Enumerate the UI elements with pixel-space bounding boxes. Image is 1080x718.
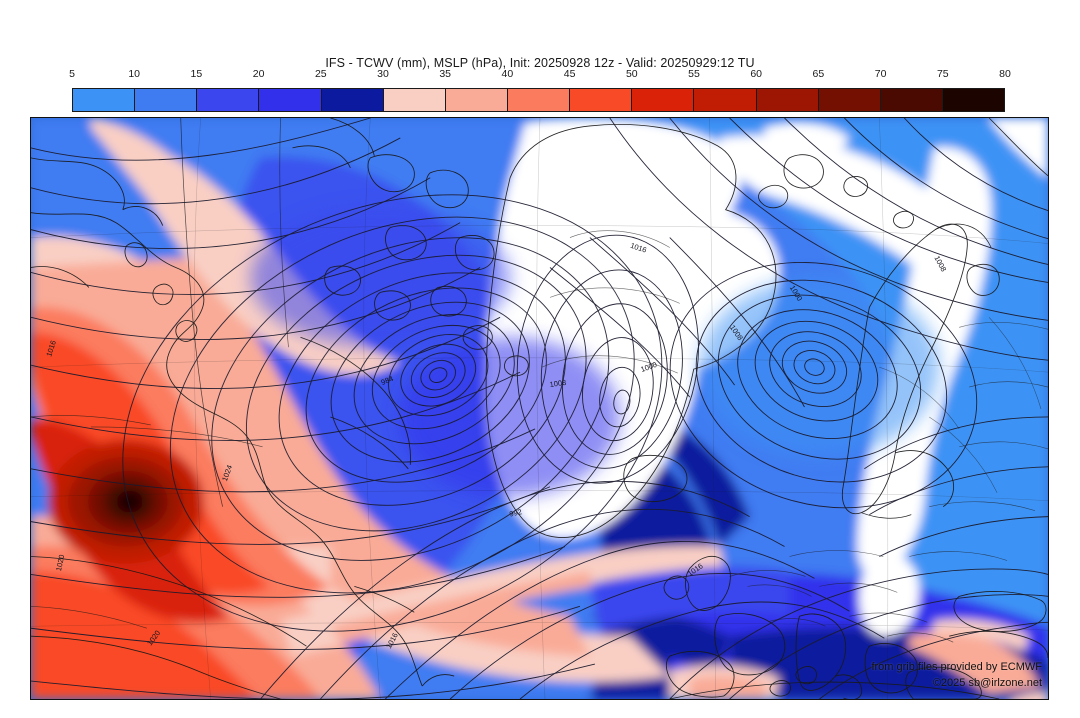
colorbar-tick-40: 40 <box>501 68 514 80</box>
colorbar-container: 5 10 15 20 25 30 35 40 45 50 55 60 65 70 75 80 <box>69 68 1011 112</box>
colorbar-tick-5: 5 <box>69 68 75 80</box>
colorbar-swatch-65 <box>818 89 881 111</box>
svg-text:992: 992 <box>509 507 523 518</box>
colorbar-swatch-40 <box>507 89 571 111</box>
svg-text:1008: 1008 <box>549 378 567 389</box>
map-canvas: 984 1024 1016 1008 1008 1000 1000 1008 1… <box>31 118 1048 699</box>
colorbar-tick-15: 15 <box>190 68 203 80</box>
colorbar-tick-55: 55 <box>688 68 700 80</box>
attribution-copyright: ©2025 sb@irlzone.net <box>932 677 1042 689</box>
colorbar-tick-45: 45 <box>563 68 576 80</box>
colorbar-tick-70: 70 <box>874 68 887 80</box>
colorbar-tick-30: 30 <box>377 68 389 80</box>
barents-low-isobars <box>669 261 978 509</box>
colorbar-tick-50: 50 <box>625 68 638 80</box>
colorbar-swatch-25 <box>321 89 384 111</box>
colorbar-swatch-15 <box>197 89 260 111</box>
tcwv-colorbar <box>72 88 1005 112</box>
page-title: IFS - TCWV (mm), MSLP (hPa), Init: 20250… <box>325 56 755 70</box>
colorbar-tick-labels: 5 10 15 20 25 30 35 40 45 50 55 60 65 70 75 80 <box>69 68 1011 84</box>
colorbar-tick-80: 80 <box>999 68 1011 80</box>
colorbar-tick-25: 25 <box>314 68 327 80</box>
colorbar-swatch-35 <box>445 89 508 111</box>
colorbar-tick-75: 75 <box>936 68 949 80</box>
colorbar-swatch-70 <box>880 89 943 111</box>
colorbar-swatch-30 <box>383 89 446 111</box>
colorbar-swatch-20 <box>259 89 322 111</box>
colorbar-swatch-55 <box>694 89 757 111</box>
attribution-ecmwf: from grib files provided by ECMWF <box>871 661 1042 673</box>
colorbar-swatch-5 <box>73 89 136 111</box>
tcwv-fine-structure <box>250 207 940 497</box>
atlantic-low-isobars <box>122 194 663 632</box>
forecast-map[interactable]: 984 1024 1016 1008 1008 1000 1000 1008 1… <box>30 117 1049 700</box>
colorbar-tick-65: 65 <box>812 68 825 80</box>
mslp-isobars <box>31 118 1048 699</box>
svg-text:984: 984 <box>380 374 395 387</box>
moisture-max-vortex <box>47 439 204 564</box>
colorbar-tick-20: 20 <box>252 68 265 80</box>
coastlines <box>31 118 1048 699</box>
colorbar-swatch-50 <box>632 89 695 111</box>
colorbar-tick-35: 35 <box>439 68 452 80</box>
colorbar-swatch-75 <box>942 89 1005 111</box>
colorbar-swatch-10 <box>135 89 198 111</box>
colorbar-swatch-60 <box>756 89 819 111</box>
colorbar-swatch-45 <box>570 89 633 111</box>
colorbar-tick-60: 60 <box>750 68 763 80</box>
colorbar-tick-10: 10 <box>128 68 141 80</box>
